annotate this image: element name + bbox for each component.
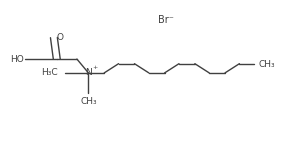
Text: O: O (57, 33, 64, 42)
Text: H₃C: H₃C (41, 68, 58, 77)
Text: +: + (92, 64, 97, 70)
Text: HO: HO (10, 55, 23, 64)
Text: N: N (85, 68, 92, 77)
Text: CH₃: CH₃ (258, 60, 275, 69)
Text: CH₃: CH₃ (80, 97, 97, 106)
Text: Br⁻: Br⁻ (158, 15, 174, 25)
